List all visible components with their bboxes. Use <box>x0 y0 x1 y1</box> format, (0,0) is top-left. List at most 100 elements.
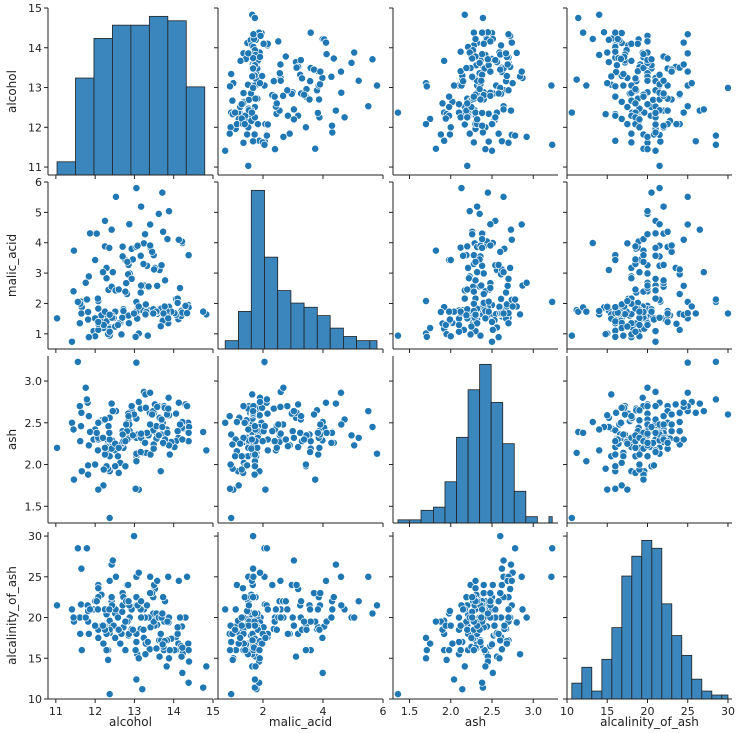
point-alcohol-alcalinity_of_ash-173 <box>647 55 656 64</box>
point-ash-malic_acid-114 <box>240 418 249 427</box>
point-alcalinity_of_ash-alcohol-42 <box>165 654 173 663</box>
point-alcalinity_of_ash-ash-66 <box>422 654 430 663</box>
point-alcalinity_of_ash-ash-36 <box>516 650 525 659</box>
point-malic_acid-ash-59 <box>394 331 402 340</box>
point-alcohol-alcalinity_of_ash-69 <box>617 114 626 123</box>
point-malic_acid-ash-109 <box>504 319 513 328</box>
hist-bar-alcalinity_of_ash-13 <box>701 690 713 700</box>
point-alcohol-malic_acid-36 <box>248 72 257 81</box>
hist-bar-alcohol-5 <box>148 15 169 176</box>
point-ash-malic_acid-128 <box>247 435 256 444</box>
point-alcohol-alcalinity_of_ash-42 <box>603 48 612 57</box>
panel-malic_acid-vs-ash <box>389 181 558 353</box>
point-alcalinity_of_ash-alcohol-148 <box>143 601 151 610</box>
point-alcalinity_of_ash-malic_acid-68 <box>227 638 236 646</box>
point-alcalinity_of_ash-alcohol-97 <box>102 646 111 655</box>
point-ash-alcohol-69 <box>99 481 108 490</box>
point-malic_acid-alcohol-145 <box>136 251 145 260</box>
point-ash-alcalinity_of_ash-106 <box>635 450 644 459</box>
y-tick-label-alcalinity_of_ash: 15 <box>28 652 42 665</box>
point-alcalinity_of_ash-malic_acid-43 <box>318 633 327 642</box>
hist-bar-malic_acid-0 <box>224 340 239 350</box>
point-alcalinity_of_ash-alcohol-5 <box>177 652 186 661</box>
point-ash-alcalinity_of_ash-177 <box>679 398 688 407</box>
point-alcohol-alcalinity_of_ash-153 <box>631 74 640 83</box>
point-alcalinity_of_ash-alcohol-155 <box>137 597 146 606</box>
hist-bar-alcalinity_of_ash-4 <box>611 627 623 700</box>
point-alcohol-ash-173 <box>483 55 492 64</box>
hist-bar-malic_acid-9 <box>342 336 357 350</box>
point-alcalinity_of_ash-malic_acid-131 <box>288 613 297 622</box>
point-ash-alcalinity_of_ash-121 <box>711 357 720 366</box>
point-ash-alcalinity_of_ash-59 <box>567 514 576 522</box>
point-malic_acid-ash-154 <box>455 321 463 329</box>
point-ash-alcalinity_of_ash-34 <box>635 406 644 415</box>
point-alcalinity_of_ash-malic_acid-150 <box>292 581 301 589</box>
point-alcohol-ash-14 <box>478 28 487 37</box>
point-alcohol-ash-106 <box>456 113 465 122</box>
x-tick-label-malic_acid: 6 <box>380 705 387 718</box>
point-alcalinity_of_ash-malic_acid-97 <box>241 646 250 655</box>
point-alcohol-malic_acid-165 <box>329 54 338 63</box>
hist-bar-alcalinity_of_ash-5 <box>621 575 633 700</box>
point-malic_acid-alcalinity_of_ash-104 <box>647 307 656 316</box>
point-alcohol-malic_acid-145 <box>306 77 315 86</box>
x-tick-label-alcalinity_of_ash: 30 <box>721 705 735 718</box>
point-malic_acid-alcohol-140 <box>127 274 136 283</box>
point-malic_acid-ash-175 <box>468 230 477 239</box>
point-malic_acid-alcalinity_of_ash-138 <box>639 251 648 260</box>
point-ash-alcalinity_of_ash-25 <box>683 358 692 367</box>
point-ash-malic_acid-98 <box>231 452 240 461</box>
point-alcalinity_of_ash-malic_acid-59 <box>227 690 236 699</box>
point-alcohol-ash-121 <box>548 140 557 149</box>
point-alcohol-alcalinity_of_ash-174 <box>667 67 676 76</box>
point-ash-alcohol-84 <box>84 412 93 421</box>
point-alcalinity_of_ash-ash-150 <box>497 581 506 589</box>
point-malic_acid-alcohol-116 <box>84 315 93 324</box>
x-tick-label-malic_acid: 4 <box>320 705 327 718</box>
point-alcohol-malic_acid-122 <box>331 106 340 115</box>
x-tick-label-ash: 1.5 <box>401 705 419 718</box>
point-alcalinity_of_ash-ash-4 <box>518 605 527 614</box>
point-malic_acid-alcalinity_of_ash-127 <box>711 295 720 304</box>
point-malic_acid-alcalinity_of_ash-154 <box>643 321 652 329</box>
point-ash-alcohol-116 <box>84 461 93 470</box>
point-malic_acid-alcohol-110 <box>69 246 78 255</box>
point-ash-malic_acid-85 <box>228 440 237 449</box>
point-malic_acid-ash-104 <box>445 307 454 316</box>
point-alcalinity_of_ash-ash-162 <box>494 597 503 606</box>
point-ash-malic_acid-99 <box>294 443 303 451</box>
point-alcalinity_of_ash-malic_acid-173 <box>368 609 377 618</box>
point-alcalinity_of_ash-malic_acid-158 <box>249 572 258 581</box>
x-axis-label-malic_acid: malic_acid <box>269 715 332 729</box>
point-alcalinity_of_ash-malic_acid-42 <box>255 654 264 663</box>
point-alcohol-ash-100 <box>422 120 430 129</box>
panel-alcohol-vs-malic_acid <box>214 7 384 179</box>
point-alcalinity_of_ash-alcohol-47 <box>165 646 174 655</box>
point-alcohol-malic_acid-115 <box>244 161 253 170</box>
point-alcohol-alcalinity_of_ash-121 <box>711 140 720 149</box>
point-alcohol-alcalinity_of_ash-155 <box>659 76 668 85</box>
x-tick-label-alcohol: 15 <box>206 705 220 718</box>
point-alcohol-malic_acid-119 <box>301 123 310 132</box>
point-alcalinity_of_ash-ash-82 <box>488 581 497 589</box>
point-alcalinity_of_ash-malic_acid-176 <box>276 613 285 622</box>
point-alcalinity_of_ash-ash-142 <box>506 585 515 593</box>
point-ash-alcohol-122 <box>107 399 116 408</box>
point-ash-malic_acid-112 <box>279 383 288 392</box>
point-ash-alcohol-114 <box>94 418 103 427</box>
point-ash-malic_acid-55 <box>250 422 259 431</box>
y-tick-label-ash: 2.0 <box>25 459 43 472</box>
point-alcalinity_of_ash-alcohol-128 <box>105 576 114 585</box>
point-malic_acid-ash-98 <box>455 327 463 336</box>
point-alcalinity_of_ash-malic_acid-134 <box>236 633 245 642</box>
x-tick-label-ash: 2.0 <box>442 705 460 718</box>
point-malic_acid-alcohol-160 <box>105 243 114 252</box>
y-tick-label-alcohol: 11 <box>28 161 42 174</box>
point-alcalinity_of_ash-ash-169 <box>517 572 526 581</box>
y-tick-label-alcohol: 14 <box>28 42 42 55</box>
point-alcalinity_of_ash-malic_acid-135 <box>272 625 281 634</box>
point-malic_acid-ash-99 <box>464 263 473 272</box>
point-ash-alcohol-25 <box>132 358 141 367</box>
